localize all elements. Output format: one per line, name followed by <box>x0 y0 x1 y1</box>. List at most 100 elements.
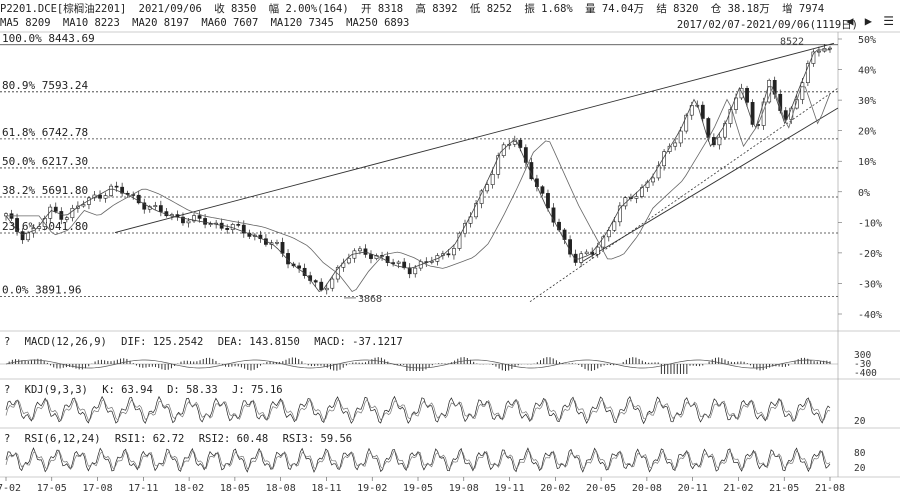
settings-button[interactable]: ☰ <box>883 14 894 28</box>
candle-body <box>324 287 329 291</box>
candle-body <box>568 239 572 255</box>
candle-body <box>789 107 794 120</box>
candle-body <box>579 253 584 263</box>
candle-body <box>656 165 661 179</box>
ma-line <box>6 86 831 293</box>
candle-body <box>452 248 456 256</box>
candle-body <box>496 155 501 175</box>
candle-body <box>120 186 125 194</box>
macd-help-icon[interactable]: ? <box>4 336 11 348</box>
candle-body <box>695 104 700 107</box>
candle-body <box>197 215 202 219</box>
candle-body <box>42 218 47 227</box>
candle-body <box>640 187 644 197</box>
candle-body <box>490 173 495 185</box>
oi-change-label: 增 7974 <box>782 3 825 15</box>
x-tick-label: 18-02 <box>174 483 204 494</box>
header-buttons: ◀ ▶ ☰ <box>842 14 894 28</box>
x-tick-label: 17-02 <box>0 483 21 494</box>
right-axis-label: 0% <box>858 188 870 199</box>
macd-value: MACD: -37.1217 <box>314 336 403 348</box>
fib-label: 38.2% 5691.80 <box>2 184 88 197</box>
candle-body <box>219 222 224 229</box>
candle-body <box>424 261 429 263</box>
kdj-help-icon[interactable]: ? <box>4 384 11 396</box>
candle-body <box>446 253 451 256</box>
candle-body <box>551 207 556 223</box>
candle-body <box>308 275 313 281</box>
rsi-line <box>5 449 831 471</box>
candle-body <box>75 205 80 209</box>
candle-body <box>230 224 235 230</box>
candle-body <box>529 162 534 180</box>
candle-body <box>352 250 357 259</box>
candle-body <box>717 136 722 146</box>
candle-body <box>645 181 650 188</box>
candle-body <box>512 139 517 145</box>
candle-body <box>623 197 628 207</box>
amplitude-label: 振 1.68% <box>524 3 573 15</box>
candle-body <box>192 215 196 222</box>
candle-body <box>396 261 401 264</box>
candle-body <box>667 145 672 152</box>
high-price-annotation: 8522 <box>780 36 804 47</box>
open-label: 开 8318 <box>361 3 404 15</box>
candle-body <box>828 47 832 50</box>
candle-body <box>706 118 711 138</box>
candle-body <box>158 205 163 212</box>
candle-body <box>413 267 418 275</box>
candle-body <box>518 139 523 148</box>
candle-body <box>64 217 69 220</box>
candle-body <box>70 207 75 219</box>
candle-body <box>247 232 252 237</box>
candle-body <box>164 211 169 217</box>
candle-body <box>617 205 622 223</box>
x-tick-label: 17-08 <box>83 483 113 494</box>
candle-body <box>678 130 683 144</box>
candle-body <box>291 263 296 267</box>
x-tick-label: 17-11 <box>128 483 158 494</box>
fib-label: 100.0% 8443.69 <box>2 32 95 45</box>
kdj-panel-label: ? KDJ(9,3,3) K: 63.94 D: 58.33 J: 75.16 <box>4 384 291 396</box>
candle-body <box>153 205 158 208</box>
x-tick-label: 17-05 <box>37 483 67 494</box>
candle-body <box>723 123 727 138</box>
rsi-axis-label: 20 <box>854 463 866 474</box>
candle-body <box>562 229 567 240</box>
candle-body <box>734 97 738 110</box>
macd-axis-label: 300 <box>854 350 871 361</box>
candle-body <box>811 51 816 64</box>
rsi-help-icon[interactable]: ? <box>4 433 11 445</box>
candle-body <box>103 195 108 199</box>
close-label: 收 8350 <box>214 3 257 15</box>
candle-body <box>783 110 788 120</box>
macd-dea: DEA: 143.8150 <box>217 336 300 348</box>
macd-dif: DIF: 125.2542 <box>121 336 204 348</box>
candle-body <box>689 105 694 116</box>
candle-body <box>15 218 19 232</box>
ma-legend: MA5 8209 MA10 8223 MA20 8197 MA60 7607 M… <box>0 17 415 29</box>
macd-dif-line <box>5 359 831 369</box>
candle-body <box>794 99 799 109</box>
next-button[interactable]: ▶ <box>864 14 872 28</box>
candle-body <box>346 257 351 264</box>
rsi-3: RSI3: 59.56 <box>282 433 353 445</box>
candle-body <box>534 178 539 187</box>
volume-label: 量 74.04万 <box>585 3 645 15</box>
candle-body <box>817 50 821 53</box>
candle-body <box>4 213 8 217</box>
rsi-title: RSI(6,12,24) <box>24 433 101 445</box>
right-axis-label: 50% <box>858 35 876 46</box>
upper-trendline <box>114 42 835 233</box>
candle-body <box>236 224 241 226</box>
candle-body <box>440 253 445 256</box>
x-tick-label: 21-08 <box>815 483 845 494</box>
quote-header: P2201.DCE[棕榈油2201] 2021/09/06 收 8350 幅 2… <box>0 1 830 16</box>
prev-button[interactable]: ◀ <box>846 14 854 28</box>
candle-body <box>20 231 25 241</box>
ma10-label: MA10 8223 <box>62 17 120 29</box>
candle-body <box>175 214 180 218</box>
candle-body <box>805 63 810 84</box>
macd-axis-label: -400 <box>854 368 877 379</box>
candle-body <box>629 197 633 199</box>
